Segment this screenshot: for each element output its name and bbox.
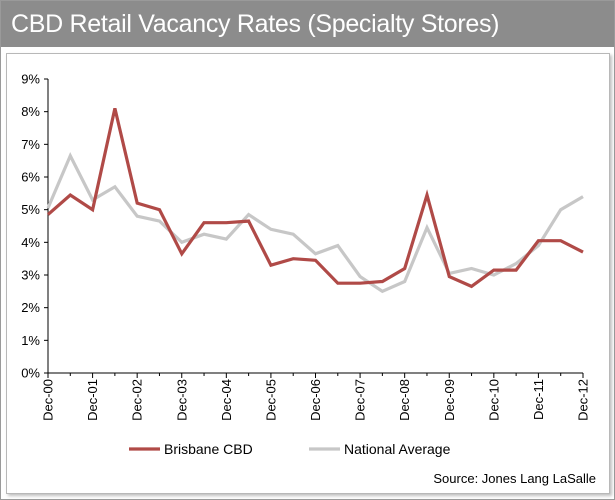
national-average-line (46, 152, 584, 294)
y-tick-label: 8% (21, 104, 40, 119)
legend-label-brisbane-cbd: Brisbane CBD (164, 441, 253, 457)
chart-title: CBD Retail Vacancy Rates (Specialty Stor… (1, 1, 614, 47)
line-chart: 0% 1% 2% 3% 4% 5% 6% 7% 8% 9% Dec-00 Dec-01 Dec-02 De… (21, 72, 596, 487)
x-tick-label: Dec-07 (353, 379, 368, 421)
y-tick-label: 7% (21, 137, 40, 152)
x-tick-label: Dec-00 (41, 379, 56, 421)
y-tick-label: 3% (21, 268, 40, 283)
x-tick-label: Dec-03 (174, 379, 189, 421)
chart-source: Source: Jones Lang LaSalle (433, 471, 596, 486)
x-tick-label: Dec-08 (397, 379, 412, 421)
x-tick-label: Dec-11 (531, 379, 546, 420)
y-tick-label: 4% (21, 235, 40, 250)
x-tick-label: Dec-02 (130, 379, 145, 421)
legend-label-national-average: National Average (344, 441, 451, 457)
y-tick-label: 1% (21, 333, 40, 348)
y-tick-label: 5% (21, 202, 40, 217)
y-tick-label: 9% (21, 72, 40, 87)
x-tick-label: Dec-09 (442, 379, 457, 421)
x-tick-label: Dec-06 (308, 379, 323, 421)
brisbane-cbd-line (46, 108, 584, 289)
x-tick-label: Dec-10 (486, 379, 501, 421)
y-tick-label: 6% (21, 170, 40, 185)
x-tick-label: Dec-05 (263, 379, 278, 421)
y-tick-label: 2% (21, 300, 40, 315)
x-tick-label: Dec-04 (219, 379, 234, 421)
chart-area: 0% 1% 2% 3% 4% 5% 6% 7% 8% 9% Dec-00 Dec-01 Dec-02 De… (6, 53, 610, 494)
x-tick-label: Dec-12 (576, 379, 591, 421)
x-tick-label: Dec-01 (85, 379, 100, 421)
y-tick-label: 0% (21, 366, 40, 381)
